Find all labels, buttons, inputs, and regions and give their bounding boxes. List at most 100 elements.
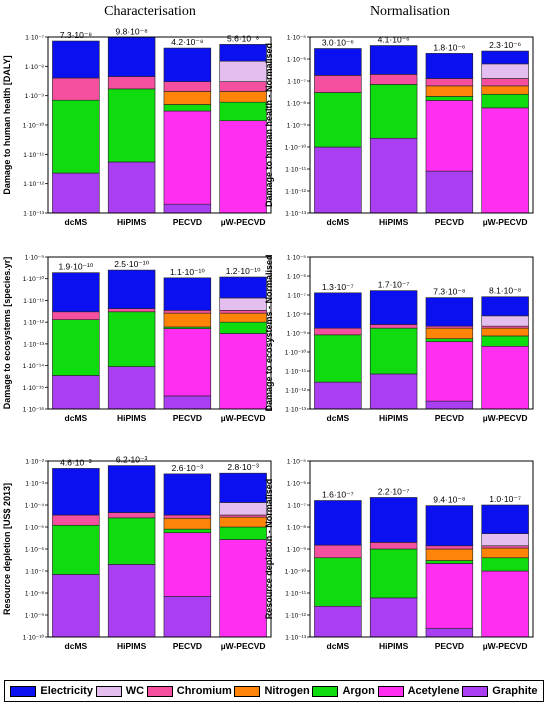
- bar-segment-graphite: [369, 597, 418, 638]
- y-tick-label: 1·10⁻⁶: [287, 481, 306, 488]
- y-tick-label: 1·10⁻⁴: [25, 503, 44, 510]
- bar-segment-nitrogen: [219, 91, 267, 103]
- bar-segment-chromium: [163, 81, 212, 92]
- total-label: 9.4·10⁻⁸: [433, 495, 466, 505]
- bar-segment-graphite: [163, 203, 212, 214]
- y-tick-label: 1·10⁻⁷: [25, 569, 44, 576]
- total-label: 2.8·10⁻³: [227, 462, 259, 472]
- bar-segment-graphite: [107, 564, 156, 638]
- total-label: 1.2·10⁻¹⁰: [226, 266, 261, 276]
- category-label-dcms: dcMS: [327, 217, 350, 227]
- bar-segment-nitrogen: [481, 327, 529, 337]
- bar-segment-wc: [219, 502, 267, 516]
- bar-segment-electricity: [107, 269, 156, 309]
- bar-segment-acetylene: [219, 120, 267, 214]
- total-label: 1.1·10⁻¹⁰: [170, 267, 205, 277]
- chart-6: 1·10⁻¹³ 1·10⁻¹² 1·10⁻¹¹ 1·10⁻¹⁰ 1·10⁻⁹ 1·10⁻⁸…: [264, 459, 534, 651]
- y-tick-label: 1·10⁻¹³: [23, 341, 45, 348]
- y-tick-label: 1·10⁻⁸: [287, 525, 306, 532]
- category-label-hipims: HiPIMS: [117, 217, 147, 227]
- y-tick-label: 1·10⁻⁹: [25, 255, 44, 262]
- bar-segment-graphite: [163, 395, 212, 410]
- legend-swatch-argon: [312, 685, 339, 697]
- bar-segment-graphite: [314, 605, 362, 638]
- category-label-hipims: HiPIMS: [379, 217, 409, 227]
- bar-segment-chromium: [52, 514, 100, 526]
- total-label: 2.2·10⁻⁷: [378, 486, 410, 496]
- y-tick-label: 1·10⁻⁹: [287, 123, 306, 130]
- bar-segment-argon: [219, 101, 267, 122]
- legend-swatch-wc: [95, 685, 122, 697]
- bar-segment-nitrogen: [163, 91, 212, 105]
- bar-segment-argon: [481, 93, 529, 109]
- bar-segment-wc: [481, 63, 529, 79]
- category-label-uw-pecvd: µW-PECVD: [221, 413, 266, 423]
- y-tick-label: 1·10⁻⁷: [287, 503, 306, 510]
- bar-segment-argon: [163, 528, 212, 534]
- bar-segment-graphite: [369, 373, 418, 410]
- y-axis-label: Resource depletion - Normalised: [264, 479, 274, 620]
- bar-segment-argon: [425, 338, 474, 342]
- y-tick-label: 1·10⁻¹³: [285, 635, 307, 642]
- y-tick-label: 1·10⁻¹²: [285, 189, 307, 196]
- category-label-uw-pecvd: µW-PECVD: [221, 641, 266, 651]
- bar-segment-acetylene: [425, 100, 474, 172]
- y-tick-label: 1·10⁻⁵: [287, 459, 306, 466]
- bar-segment-argon: [52, 319, 100, 376]
- y-tick-label: 1·10⁻¹¹: [285, 369, 307, 376]
- y-tick-label: 1·10⁻⁸: [25, 64, 44, 71]
- y-axis-label: Damage to ecosystems - Normalised: [264, 254, 274, 411]
- legend-swatch-chromium: [146, 685, 173, 697]
- legend-item-argon: Argon: [312, 685, 375, 697]
- bar-segment-acetylene: [481, 570, 529, 638]
- bar-segment-graphite: [52, 172, 100, 214]
- total-label: 2.3·10⁻⁶: [489, 40, 521, 50]
- category-label-dcms: dcMS: [65, 217, 88, 227]
- bar-segment-electricity: [481, 504, 529, 534]
- category-label-pecvd: PECVD: [173, 217, 202, 227]
- category-label-dcms: dcMS: [327, 413, 350, 423]
- bar-segment-argon: [369, 327, 418, 375]
- legend-item-acetylene: Acetylene: [377, 685, 460, 697]
- y-tick-label: 1·10⁻¹²: [285, 388, 307, 395]
- bar-segment-chromium: [107, 76, 156, 90]
- bar-segment-graphite: [369, 137, 418, 214]
- total-label: 1.9·10⁻¹⁰: [58, 262, 93, 272]
- category-label-hipims: HiPIMS: [379, 641, 409, 651]
- bar-segment-argon: [163, 104, 212, 112]
- category-label-pecvd: PECVD: [173, 641, 202, 651]
- bar-segment-chromium: [163, 514, 212, 519]
- bar-segment-chromium: [481, 545, 529, 549]
- category-label-uw-pecvd: µW-PECVD: [483, 217, 528, 227]
- bar-segment-chromium: [369, 74, 418, 85]
- y-tick-label: 1·10⁻⁵: [287, 35, 306, 42]
- bar-segment-acetylene: [219, 539, 267, 638]
- bar-segment-electricity: [425, 53, 474, 79]
- y-axis-label: Damage to human health - Normalised: [264, 43, 274, 207]
- bar-segment-chromium: [425, 78, 474, 87]
- bar-segment-argon: [425, 560, 474, 564]
- bar-segment-chromium: [219, 310, 267, 314]
- y-tick-label: 1·10⁻¹⁵: [23, 385, 45, 392]
- total-label: 3.0·10⁻⁶: [322, 38, 354, 48]
- legend: Electricity WC Chromium Nitrogen Argon A…: [4, 680, 544, 702]
- legend-item-graphite: Graphite: [462, 685, 538, 697]
- bar-segment-wc: [219, 60, 267, 82]
- bar-segment-argon: [52, 99, 100, 174]
- bar-segment-acetylene: [425, 341, 474, 402]
- category-label-uw-pecvd: µW-PECVD: [483, 413, 528, 423]
- bar-segment-nitrogen: [163, 517, 212, 530]
- category-label-hipims: HiPIMS: [379, 413, 409, 423]
- bar-segment-argon: [314, 557, 362, 607]
- bar-segment-acetylene: [219, 333, 267, 410]
- total-label: 6.2·10⁻³: [116, 455, 148, 465]
- bar-segment-graphite: [107, 161, 156, 214]
- y-tick-label: 1·10⁻⁹: [287, 547, 306, 554]
- bar-segment-nitrogen: [425, 85, 474, 97]
- bar-segment-argon: [314, 334, 362, 383]
- bar-segment-electricity: [481, 50, 529, 65]
- legend-label-wc: WC: [125, 685, 145, 697]
- normalisation-column-title: Normalisation: [369, 4, 451, 19]
- y-tick-label: 1·10⁻¹¹: [285, 591, 307, 598]
- bar-segment-chromium: [107, 512, 156, 519]
